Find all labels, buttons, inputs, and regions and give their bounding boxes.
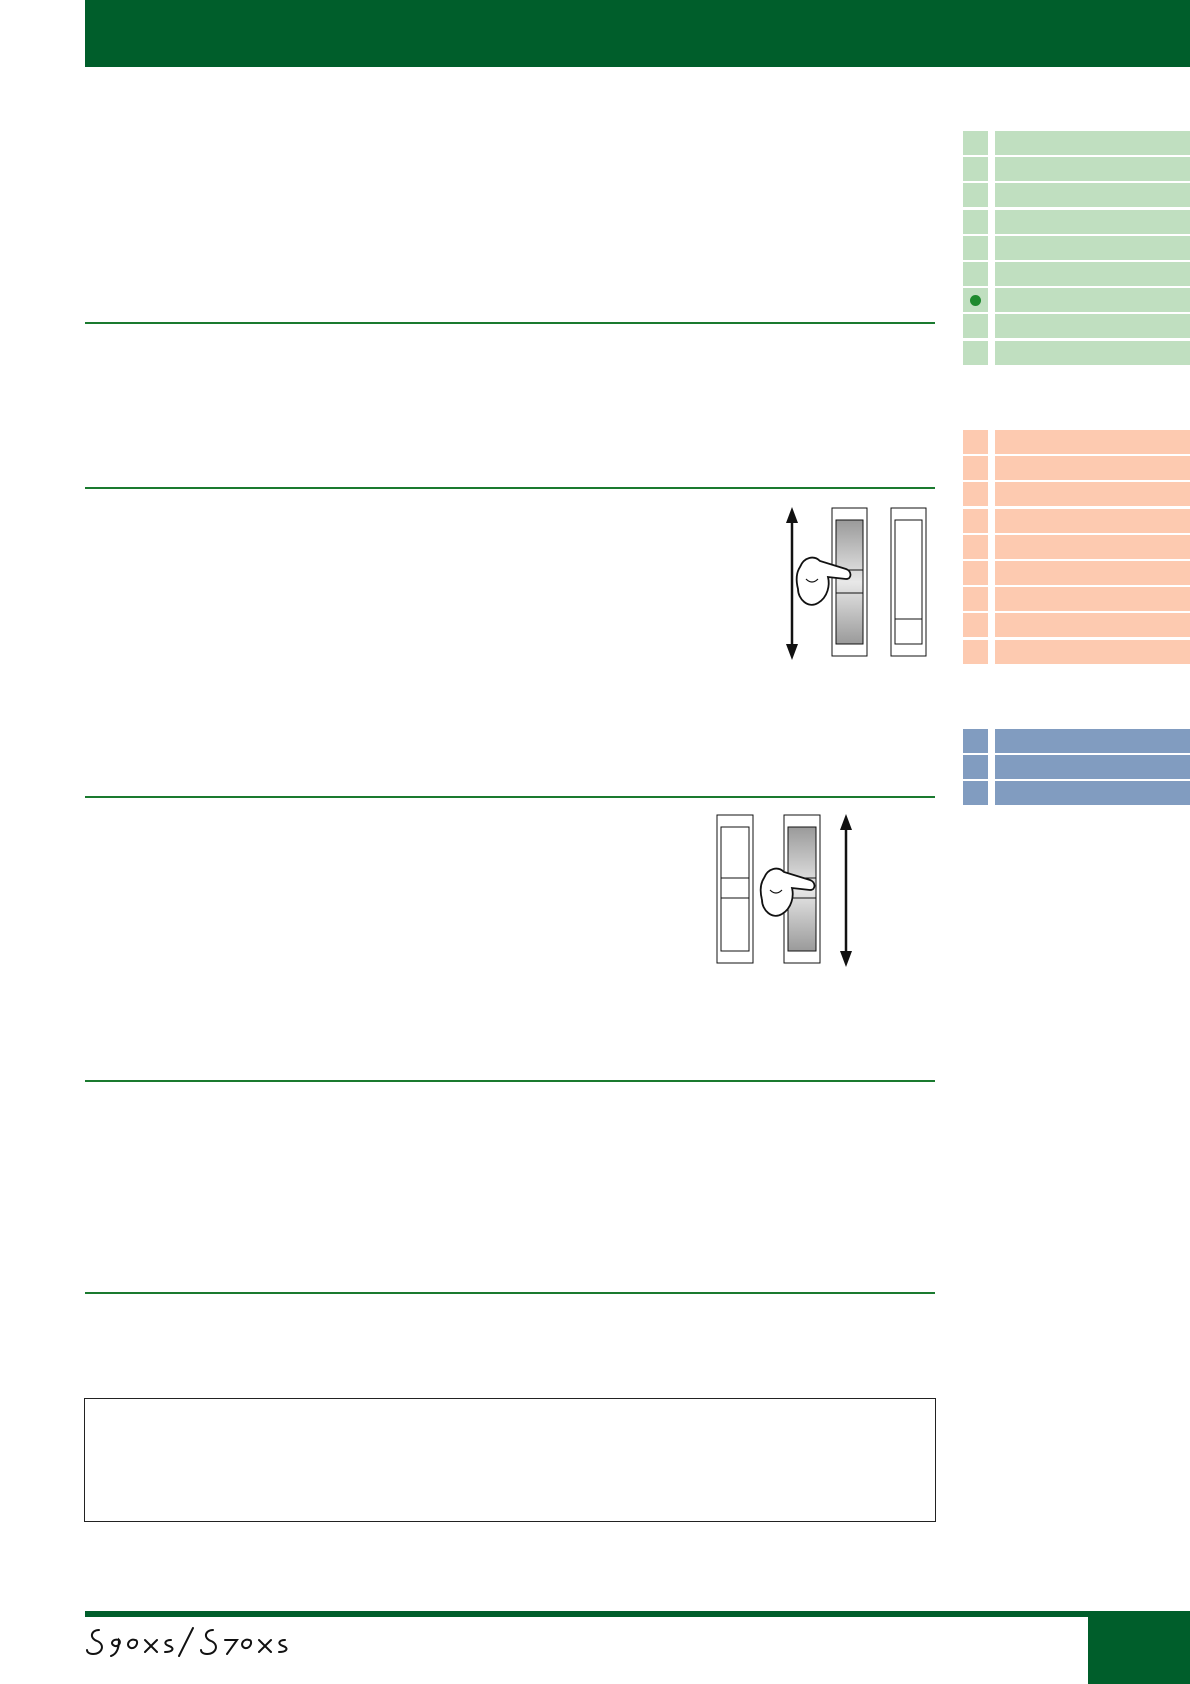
fader-track-icon bbox=[716, 814, 754, 964]
vertical-double-arrow-icon bbox=[786, 507, 798, 660]
fader-track-icon bbox=[890, 507, 927, 657]
pointing-hand-icon bbox=[795, 556, 852, 606]
slider-figure-upper bbox=[786, 507, 927, 660]
pointing-hand-icon bbox=[759, 867, 816, 917]
section-divider bbox=[85, 796, 935, 798]
note-box bbox=[84, 1398, 936, 1522]
section-divider bbox=[85, 1292, 935, 1294]
slider-figure-lower bbox=[716, 814, 852, 967]
vertical-double-arrow-icon bbox=[840, 814, 852, 967]
footer-page-block bbox=[1088, 1611, 1190, 1684]
slider-knob-icon bbox=[831, 507, 868, 657]
section-divider bbox=[85, 1080, 935, 1082]
section-divider bbox=[85, 487, 935, 489]
product-logo bbox=[86, 1627, 288, 1657]
active-dot-icon bbox=[970, 295, 981, 307]
section-divider bbox=[85, 322, 935, 324]
footer-rule bbox=[85, 1611, 1090, 1617]
header-bar bbox=[85, 0, 1190, 67]
